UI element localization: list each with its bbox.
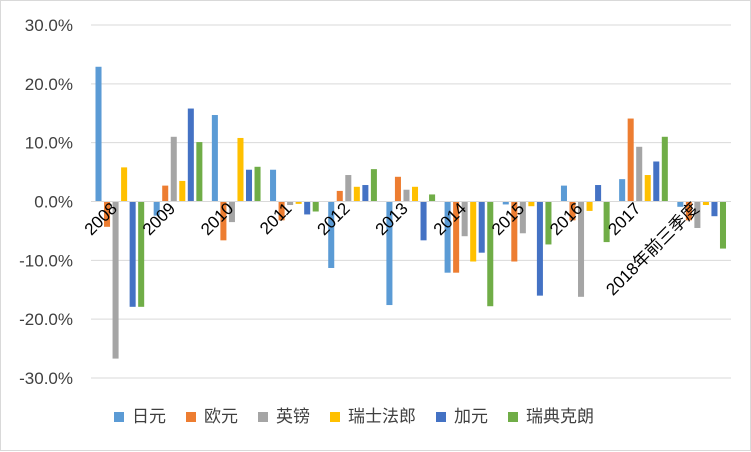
- y-tick-label: -20.0%: [19, 310, 73, 329]
- y-tick-label: -30.0%: [19, 369, 73, 388]
- legend-item: 英镑: [258, 407, 310, 426]
- bar-瑞士法郎-2013: [412, 186, 419, 202]
- legend-swatch: [114, 412, 124, 422]
- bar-英镑-2014: [461, 201, 468, 237]
- bar-日元-2015: [502, 201, 509, 205]
- bar-加元-2012: [362, 185, 369, 202]
- bar-瑞士法郎-2018年前三季度: [702, 201, 709, 206]
- bar-瑞士法郎-2017: [644, 175, 651, 202]
- bar-英镑-2016: [578, 201, 585, 297]
- bar-英镑-2017: [636, 146, 643, 202]
- bar-瑞士法郎-2012: [353, 186, 360, 202]
- bar-欧元-2015: [511, 201, 518, 262]
- bar-欧元-2008: [104, 201, 111, 227]
- bar-瑞典克朗-2016: [603, 201, 610, 243]
- category-label: 2017: [604, 199, 644, 239]
- y-tick-label: 10.0%: [25, 134, 73, 153]
- bar-瑞士法郎-2015: [528, 201, 535, 207]
- bar-英镑-2013: [403, 189, 410, 202]
- bar-瑞典克朗-2017: [661, 136, 668, 202]
- bar-日元-2010: [211, 115, 218, 202]
- legend-item: 欧元: [186, 407, 238, 426]
- bar-瑞士法郎-2011: [295, 201, 302, 204]
- bar-日元-2014: [444, 201, 451, 273]
- legend-label: 瑞士法郎: [348, 407, 416, 426]
- bar-瑞士法郎-2014: [470, 201, 477, 262]
- bar-日元-2008: [95, 66, 102, 202]
- bar-英镑-2015: [519, 201, 526, 234]
- y-axis-tick-labels: 30.0% 20.0% 10.0% 0.0% -10.0% -20.0% -30.0%: [19, 16, 73, 388]
- bar-瑞典克朗-2009: [196, 142, 203, 202]
- y-tick-label: 20.0%: [25, 75, 73, 94]
- bar-加元-2009: [187, 108, 194, 202]
- bar-欧元-2014: [453, 201, 460, 273]
- bar-英镑-2018年前三季度: [694, 201, 701, 228]
- legend-label: 加元: [454, 407, 488, 426]
- legend-swatch: [258, 412, 268, 422]
- bar-日元-2016: [560, 185, 567, 202]
- bar-欧元-2009: [162, 185, 169, 202]
- bar-瑞士法郎-2008: [121, 167, 128, 202]
- legend-item: 瑞典克朗: [508, 407, 594, 426]
- legend-label: 英镑: [276, 407, 310, 426]
- legend-label: 瑞典克朗: [526, 407, 594, 426]
- bar-日元-2018年前三季度: [677, 201, 684, 207]
- bar-瑞典克朗-2010: [254, 166, 261, 202]
- bar-加元-2018年前三季度: [711, 201, 718, 217]
- legend-swatch: [186, 412, 196, 422]
- bar-瑞典克朗-2008: [138, 201, 145, 307]
- bar-英镑-2010: [228, 201, 235, 223]
- legend-label: 日元: [132, 407, 166, 426]
- y-tick-label: 30.0%: [25, 16, 73, 35]
- bar-欧元-2017: [627, 118, 634, 202]
- bar-加元-2016: [595, 185, 602, 202]
- bar-加元-2013: [420, 201, 427, 241]
- bar-瑞典克朗-2012: [370, 169, 377, 202]
- bar-欧元-2012: [336, 190, 343, 202]
- bar-日元-2009: [153, 201, 160, 216]
- bar-日元-2011: [270, 169, 277, 202]
- legend-swatch: [508, 412, 518, 422]
- bar-加元-2011: [304, 201, 311, 215]
- bar-瑞士法郎-2016: [586, 201, 593, 211]
- bar-瑞典克朗-2013: [429, 194, 436, 202]
- legend-label: 欧元: [204, 407, 238, 426]
- bar-瑞典克朗-2014: [487, 201, 494, 307]
- bar-加元-2015: [536, 201, 543, 296]
- bar-加元-2010: [245, 169, 253, 202]
- bar-英镑-2008: [112, 201, 119, 359]
- legend: 日元 欧元 英镑 瑞士法郎 加元 瑞典克朗: [114, 407, 594, 426]
- bar-日元-2013: [386, 201, 393, 306]
- bar-英镑-2012: [345, 175, 352, 202]
- y-tick-label: 0.0%: [34, 193, 73, 212]
- bar-欧元-2010: [220, 201, 227, 241]
- bar-加元-2014: [478, 201, 485, 253]
- bar-欧元-2011: [278, 201, 285, 221]
- legend-swatch: [330, 412, 340, 422]
- legend-item: 瑞士法郎: [330, 407, 416, 426]
- bar-欧元-2018年前三季度: [685, 201, 692, 221]
- bar-欧元-2016: [569, 201, 576, 221]
- category-label: 2009: [139, 199, 179, 239]
- bar-日元-2012: [328, 201, 335, 268]
- legend-item: 日元: [114, 407, 166, 426]
- legend-swatch: [436, 412, 446, 422]
- bar-瑞士法郎-2009: [179, 180, 186, 202]
- bar-瑞士法郎-2010: [237, 137, 244, 202]
- legend-item: 加元: [436, 407, 488, 426]
- bar-瑞典克朗-2018年前三季度: [719, 201, 727, 249]
- bar-英镑-2011: [287, 201, 294, 206]
- bar-英镑-2009: [170, 136, 177, 202]
- bar-日元-2017: [619, 179, 626, 202]
- bar-瑞典克朗-2015: [545, 201, 552, 245]
- bar-加元-2017: [653, 161, 660, 202]
- bar-欧元-2013: [394, 176, 401, 202]
- bar-瑞典克朗-2011: [312, 201, 319, 212]
- bar-加元-2008: [129, 201, 136, 307]
- bars: [95, 66, 727, 359]
- y-tick-label: -10.0%: [19, 251, 73, 270]
